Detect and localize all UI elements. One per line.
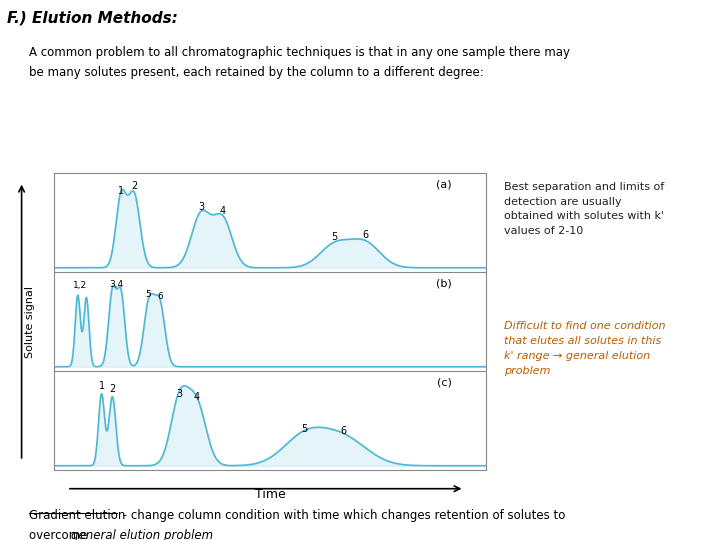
Text: (a): (a) xyxy=(436,179,451,190)
Text: 1,2: 1,2 xyxy=(73,281,87,291)
Text: Solute signal: Solute signal xyxy=(25,286,35,358)
Text: 5: 5 xyxy=(332,232,338,242)
Text: A common problem to all chromatographic techniques is that in any one sample the: A common problem to all chromatographic … xyxy=(29,46,570,59)
Text: 2: 2 xyxy=(131,181,137,192)
Text: 4: 4 xyxy=(194,392,199,402)
Text: 2: 2 xyxy=(109,383,115,394)
Text: general elution problem: general elution problem xyxy=(71,529,213,540)
Text: (c): (c) xyxy=(436,377,451,387)
Text: Time: Time xyxy=(255,488,285,501)
Text: 3,4: 3,4 xyxy=(109,280,123,289)
Text: 5: 5 xyxy=(302,424,307,434)
Text: overcome: overcome xyxy=(29,529,91,540)
Text: Best separation and limits of
detection are usually
obtained with solutes with k: Best separation and limits of detection … xyxy=(504,181,665,236)
Text: 4: 4 xyxy=(220,206,225,216)
Text: 1: 1 xyxy=(118,186,124,195)
Text: 6: 6 xyxy=(362,230,368,240)
Text: Difficult to find one condition
that elutes all solutes in this
k' range → gener: Difficult to find one condition that elu… xyxy=(504,321,665,376)
Text: - change column condition with time which changes retention of solutes to: - change column condition with time whic… xyxy=(119,509,565,522)
Text: Gradient elution: Gradient elution xyxy=(29,509,125,522)
Text: F.) Elution Methods:: F.) Elution Methods: xyxy=(7,11,178,26)
Text: 1: 1 xyxy=(99,381,104,391)
Text: be many solutes present, each retained by the column to a different degree:: be many solutes present, each retained b… xyxy=(29,66,484,79)
Text: 3: 3 xyxy=(176,389,182,399)
Text: 3: 3 xyxy=(198,202,204,212)
Text: (b): (b) xyxy=(436,278,451,288)
Text: 6: 6 xyxy=(157,292,163,301)
Text: 6: 6 xyxy=(341,426,346,436)
Text: 5: 5 xyxy=(145,289,151,299)
